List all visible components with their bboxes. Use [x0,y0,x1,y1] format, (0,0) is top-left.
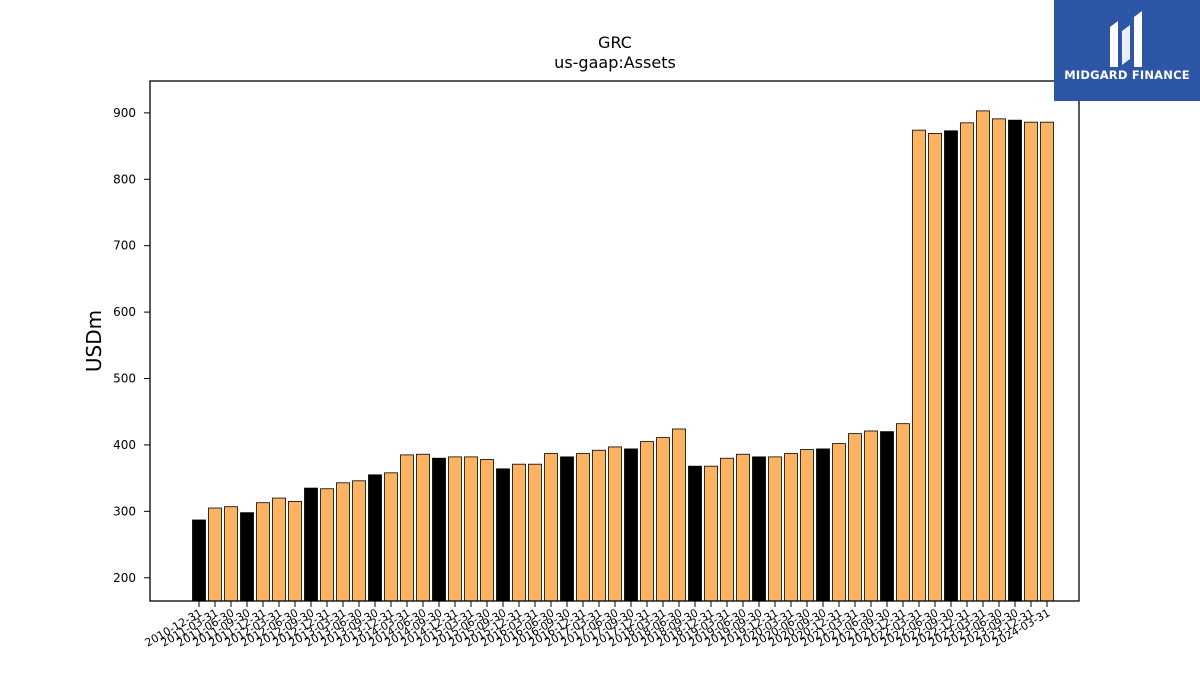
bar-2017-09-30 [624,448,638,602]
bar-2023-06-30 [992,118,1006,602]
bar-2023-09-30 [1008,119,1022,602]
y-tick-label: 200 [113,571,136,585]
y-tick-label: 300 [113,504,136,518]
bar-2015-12-31 [512,463,526,602]
bar-2017-03-31 [592,449,606,602]
bar-2015-03-31 [464,456,478,602]
bar-2014-06-30 [416,453,430,602]
bar-2018-12-31 [704,465,718,602]
bar-2014-09-30 [432,457,446,602]
y-tick-label: 400 [113,438,136,452]
y-axis-label: USDm [82,310,106,372]
bar-2011-12-31 [256,502,270,602]
y-tick-label: 900 [113,106,136,120]
bar-2023-12-31 [1024,121,1038,602]
bar-2022-06-30 [928,133,942,602]
bar-2018-03-31 [656,437,670,602]
chart-subtitle: us-gaap:Assets [554,53,676,72]
bar-2017-06-30 [608,446,622,602]
bar-2018-06-30 [672,428,686,602]
bar-2014-12-31 [448,456,462,602]
bar-2017-12-31 [640,441,654,602]
bar-2020-12-31 [832,443,846,602]
y-axis-ticks: 200 300 400 500 600 700 800 900 [113,106,150,585]
bar-2016-03-31 [528,463,542,602]
bar-2013-06-30 [352,480,366,602]
bar-2012-06-30 [288,500,302,602]
bar-2016-12-31 [576,453,590,602]
bar-2013-12-31 [384,472,398,602]
bar-2013-09-30 [368,474,382,602]
bar-2020-09-30 [816,448,830,602]
bar-2018-09-30 [688,465,702,602]
bar-2020-03-31 [784,453,798,602]
bar-2011-09-30 [240,512,254,602]
bar-2012-12-31 [320,488,334,602]
bar-2019-09-30 [752,456,766,602]
bar-2015-06-30 [480,459,494,602]
bar-2011-03-31 [208,507,222,602]
y-tick-label: 600 [113,305,136,319]
bar-2021-12-31 [896,423,910,602]
bar-2012-09-30 [304,487,318,602]
chart-title: GRC [598,33,632,52]
y-tick-label: 800 [113,172,136,186]
bar-2010-12-31 [192,519,206,602]
bar-2022-12-31 [960,122,974,602]
bar-2021-09-30 [880,431,894,602]
bar-2011-06-30 [224,506,238,602]
bar-2015-09-30 [496,468,510,602]
bar-2022-03-31 [912,129,926,602]
bars-group [192,110,1054,602]
bar-2020-06-30 [800,449,814,602]
bar-2012-03-31 [272,497,286,602]
y-tick-label: 700 [113,239,136,253]
bar-2016-06-30 [544,453,558,602]
bar-2023-03-31 [976,110,990,602]
bar-2014-03-31 [400,454,414,602]
midgard-finance-logo: MIDGARD FINANCE [1054,0,1200,101]
bar-2019-03-31 [720,457,734,602]
bar-2013-03-31 [336,482,350,602]
bar-2021-06-30 [864,430,878,602]
plot-frame [149,80,1080,602]
bar-2016-09-30 [560,456,574,602]
bar-2019-12-31 [768,456,782,602]
y-tick-label: 500 [113,372,136,386]
x-axis-ticks: 2010-12-312011-03-312011-06-302011-09-30… [143,601,1053,650]
bar-2019-06-30 [736,453,750,602]
midgard-logo-mark-icon [1110,11,1142,67]
bar-2024-03-31 [1040,121,1054,602]
logo-brand-text: MIDGARD FINANCE [1064,68,1190,82]
bar-2022-09-30 [944,130,958,602]
bar-2021-03-31 [848,433,862,602]
